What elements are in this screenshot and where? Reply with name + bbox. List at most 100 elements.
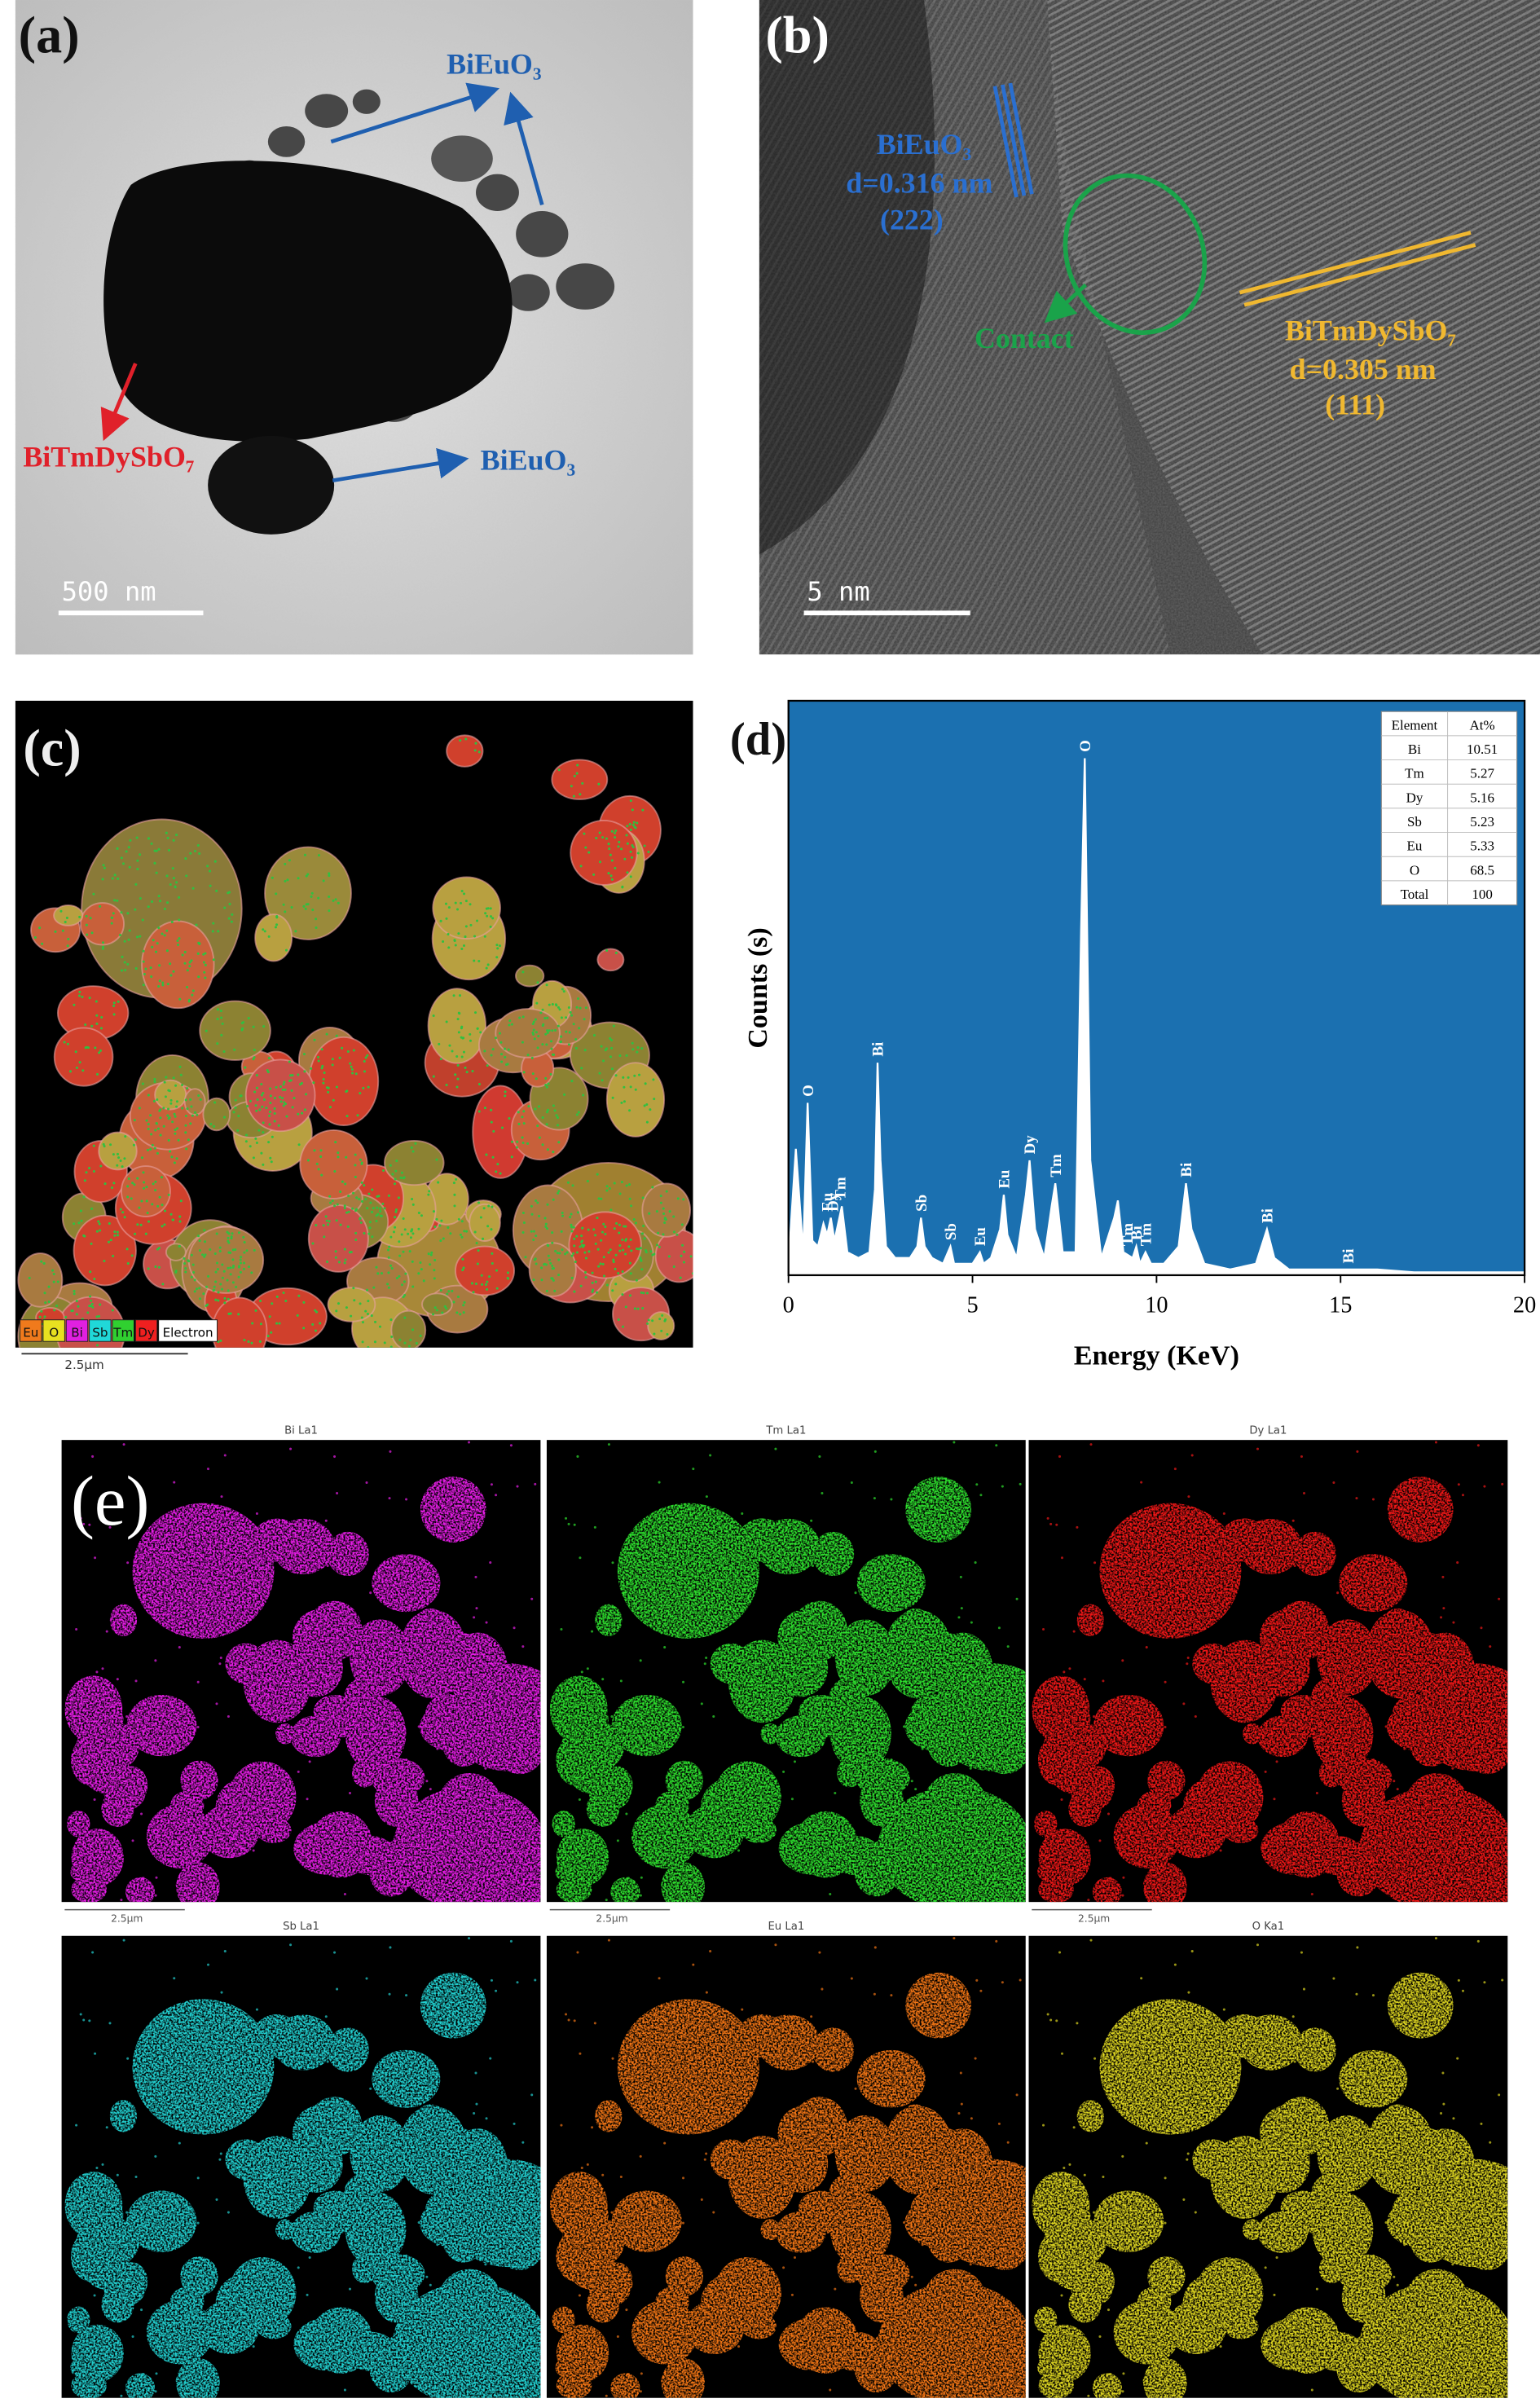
speck (1049, 1522, 1053, 1525)
dot (237, 1231, 240, 1235)
speck (1459, 2330, 1462, 2334)
speck (101, 1667, 104, 1670)
speck (447, 1527, 451, 1530)
dot (281, 1097, 284, 1100)
blob (1099, 1999, 1242, 2135)
speck (976, 2330, 979, 2334)
map-title: Bi La1 (284, 1425, 318, 1437)
speck (436, 2243, 439, 2247)
dot (362, 1086, 365, 1089)
dot (366, 1207, 369, 1210)
dot (609, 1208, 613, 1212)
particle (327, 1287, 376, 1323)
dot (112, 1013, 116, 1016)
dot (439, 919, 442, 922)
dot (598, 1072, 601, 1075)
dot (521, 1211, 525, 1214)
speck (1089, 2234, 1092, 2238)
blob (1294, 1531, 1336, 1577)
dot (491, 1155, 495, 1159)
dot (402, 1177, 405, 1180)
speck (134, 2175, 138, 2178)
dot (463, 1301, 466, 1304)
dot (663, 1319, 667, 1323)
speck (1456, 2176, 1459, 2180)
dot (570, 1080, 574, 1083)
speck (1345, 2073, 1349, 2076)
dot (327, 1223, 330, 1226)
dot (663, 1221, 667, 1225)
dot (252, 1025, 255, 1028)
dot (155, 950, 158, 953)
speck (88, 2019, 91, 2022)
speck (502, 1879, 505, 1882)
speck (460, 1671, 464, 1675)
dot (526, 1054, 530, 1057)
dot (605, 949, 609, 953)
dot (42, 1261, 46, 1265)
dot (500, 1126, 504, 1129)
dot (537, 1035, 540, 1038)
speck (818, 1951, 821, 1954)
speck (265, 2174, 268, 2177)
dot (644, 1082, 647, 1085)
speck (142, 2373, 145, 2376)
blob (506, 2379, 531, 2398)
dot (591, 1290, 594, 1293)
speck (1266, 1658, 1269, 1662)
blob (1352, 1838, 1381, 1870)
blob (661, 1862, 705, 1903)
dot (95, 1014, 99, 1017)
dot (579, 793, 582, 796)
dot (174, 1084, 178, 1087)
blob (794, 1811, 858, 1878)
element-map: O Ka12.5µm (1028, 1921, 1508, 2398)
dot (245, 1249, 249, 1252)
speck (122, 2234, 125, 2238)
dot (462, 1050, 465, 1054)
dot (631, 823, 635, 826)
blob (180, 2256, 218, 2296)
speck (722, 1525, 725, 1528)
dot (612, 1261, 615, 1264)
dot (499, 1172, 502, 1175)
dot (640, 1268, 644, 1271)
blob (1414, 1879, 1451, 1903)
dot (269, 1102, 272, 1105)
dot (473, 749, 477, 752)
dot (209, 869, 212, 873)
speck (1109, 1877, 1112, 1880)
speck (1454, 2176, 1457, 2180)
speck (658, 1481, 661, 1484)
dot (645, 1248, 648, 1252)
speck (660, 2128, 663, 2131)
dot (123, 940, 126, 943)
dot (574, 1046, 578, 1050)
speck (1456, 1681, 1459, 1684)
dot (184, 1098, 187, 1102)
dot (269, 1094, 272, 1098)
speck (1071, 2301, 1075, 2304)
dot (334, 1256, 337, 1259)
table-cell: Total (1401, 887, 1429, 902)
speck (1372, 1758, 1375, 1762)
dot (147, 1094, 150, 1097)
blob (327, 2027, 369, 2072)
dot (315, 1162, 319, 1165)
dot (443, 1305, 447, 1308)
speck (1496, 1668, 1499, 1671)
speck (209, 1591, 212, 1594)
speck (1046, 2013, 1049, 2016)
dot (571, 1184, 574, 1187)
dot (637, 1248, 640, 1251)
dot (363, 1232, 366, 1235)
dot (623, 1225, 626, 1228)
dot (169, 974, 173, 977)
panel-label: (b) (765, 6, 829, 64)
speck (1222, 1826, 1225, 1829)
dot (551, 1231, 554, 1235)
dot (354, 1175, 357, 1178)
dot (479, 1031, 482, 1034)
dot (445, 1020, 448, 1023)
